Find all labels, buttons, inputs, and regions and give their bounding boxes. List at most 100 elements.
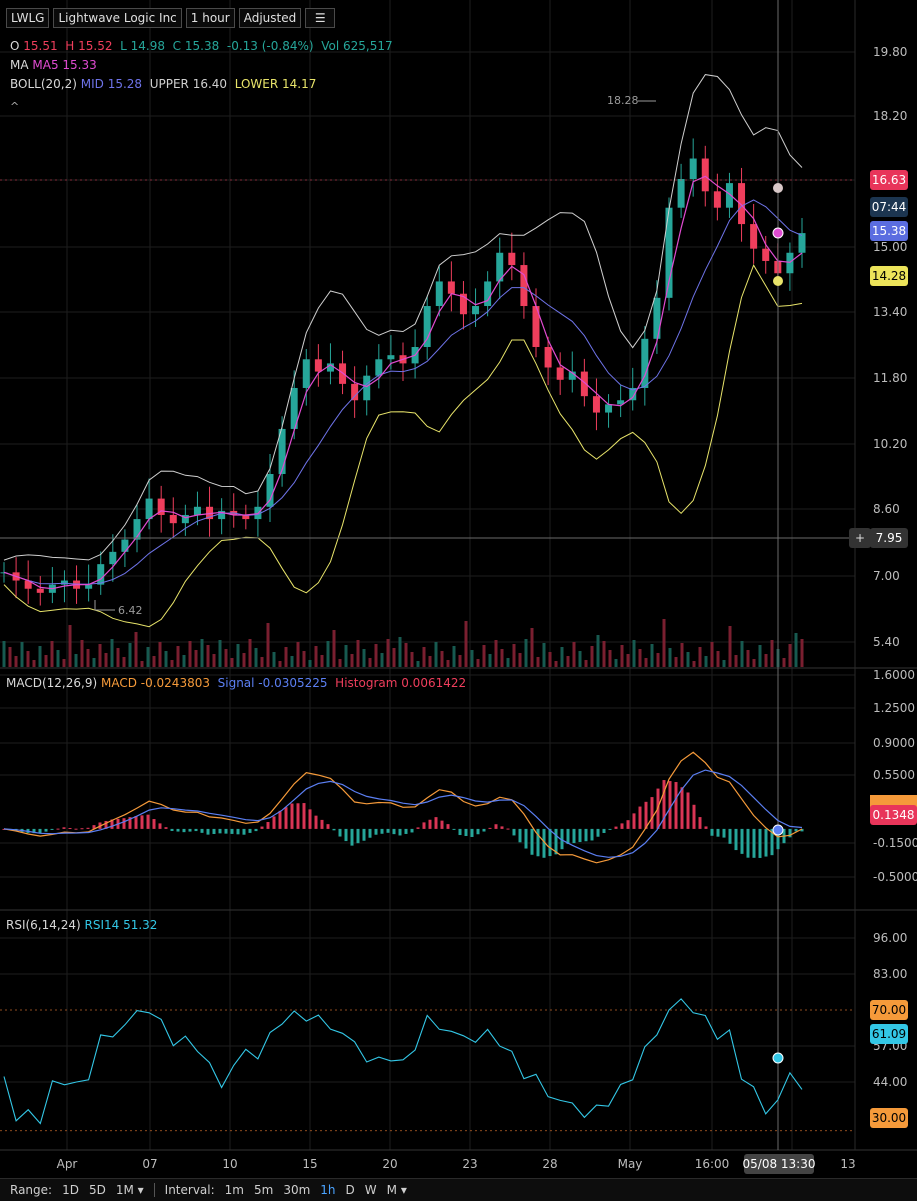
histogram-bar (224, 828, 228, 834)
ma-label: MA (10, 58, 29, 72)
range-1m[interactable]: 1M ▾ (115, 1183, 144, 1197)
macd-value-tag-bg (870, 805, 917, 825)
histogram-bar (392, 828, 396, 835)
candle-body (36, 588, 44, 593)
volume-bar (722, 660, 726, 667)
histogram-bar (662, 780, 666, 829)
range-5d[interactable]: 5D (88, 1183, 106, 1197)
volume-bar (314, 646, 318, 667)
volume-bar (398, 637, 402, 667)
volume-bar (272, 652, 276, 667)
rsi-label: RSI(6,14,24) (6, 918, 81, 932)
volume-bar (392, 648, 396, 667)
volume-bar (602, 641, 606, 667)
interval-m[interactable]: M ▾ (386, 1183, 407, 1197)
histogram-bar (632, 813, 636, 829)
rsi14-value: RSI14 51.32 (84, 918, 158, 932)
volume-bar (656, 653, 660, 667)
candle-body (556, 367, 564, 380)
boll-mid-line (3, 199, 803, 585)
symbol-button[interactable]: LWLG (6, 8, 50, 28)
histogram-bar (554, 828, 558, 855)
interval-5m[interactable]: 5m (253, 1183, 274, 1197)
ma-legend[interactable]: MA MA5 15.33 (10, 58, 97, 72)
histogram-bar (152, 819, 156, 829)
histogram-bar (110, 819, 114, 829)
histogram-bar (326, 824, 330, 829)
macd-value-tag: 0.1348 (873, 808, 915, 822)
volume-bar (110, 639, 114, 667)
volume-bar (200, 639, 204, 667)
volume-bar (446, 660, 450, 667)
histogram-bar (464, 828, 468, 837)
candle-body (85, 584, 93, 589)
volume-bar (242, 653, 246, 667)
cursor-dot-lower (773, 276, 783, 286)
volume-bar (614, 659, 618, 667)
histogram-bar (80, 828, 84, 830)
histogram-bar (644, 801, 648, 829)
interval-1h[interactable]: 1h (320, 1183, 336, 1197)
candle-body (689, 158, 697, 180)
open-label: O (10, 39, 20, 53)
volume-bar (626, 654, 630, 667)
volume-bar (386, 639, 390, 667)
histogram-bar (728, 828, 732, 844)
histogram-bar (506, 828, 510, 830)
adjust-button[interactable]: Adjusted (238, 8, 302, 28)
interval-w[interactable]: W (364, 1183, 377, 1197)
histogram-bar (158, 823, 162, 829)
histogram-bar (320, 819, 324, 829)
histogram-bar (674, 782, 678, 829)
histogram-bar (734, 828, 738, 851)
candle-body (145, 498, 153, 520)
volume-bar (506, 658, 510, 667)
menu-icon[interactable]: ☰ (305, 8, 336, 28)
histogram-bar (140, 815, 144, 829)
candle-body (423, 306, 431, 347)
macd-axis-label: 0.5500 (873, 768, 915, 782)
volume-bar (332, 630, 336, 667)
candle-body (544, 347, 552, 368)
boll-legend[interactable]: BOLL(20,2) MID 15.28 UPPER 16.40 LOWER 1… (10, 77, 316, 91)
volume-bar (686, 652, 690, 667)
histogram-bar (686, 792, 690, 829)
ma5-line (3, 175, 803, 590)
candle-body (218, 510, 226, 520)
interval-button[interactable]: 1 hour (185, 8, 235, 28)
lower-price-tag: 14.28 (872, 269, 906, 283)
range-1d[interactable]: 1D (62, 1183, 79, 1197)
histogram-bar (590, 828, 594, 841)
collapse-caret-icon[interactable]: ^ (10, 100, 20, 113)
time-axis-label: 28 (542, 1157, 557, 1171)
candle-body (786, 252, 794, 274)
candle-body (532, 306, 540, 347)
volume-bar (428, 656, 432, 667)
rsi-upper-tag: 70.00 (872, 1003, 906, 1017)
boll-label: BOLL(20,2) (10, 77, 77, 91)
volume-bar (374, 644, 378, 667)
company-name-button[interactable]: Lightwave Logic Inc (53, 8, 182, 28)
macd-legend[interactable]: MACD(12,26,9) MACD -0.0243803 Signal -0.… (6, 676, 466, 690)
time-axis-label: 23 (462, 1157, 477, 1171)
candle-body (169, 514, 177, 524)
volume-bar (254, 648, 258, 667)
ma5-value: MA5 15.33 (32, 58, 97, 72)
volume-bar (584, 660, 588, 667)
candle-body (701, 158, 709, 192)
volume-bar (494, 640, 498, 667)
volume-bar (8, 647, 12, 667)
interval-d[interactable]: D (345, 1183, 355, 1197)
interval-30m[interactable]: 30m (283, 1183, 311, 1197)
interval-1m[interactable]: 1m (224, 1183, 244, 1197)
rsi-legend[interactable]: RSI(6,14,24) RSI14 51.32 (6, 918, 157, 932)
histogram-bar (650, 797, 654, 829)
histogram-bar (446, 824, 450, 829)
histogram-bar (308, 809, 312, 829)
candle-body (375, 359, 383, 376)
rsi-cursor-dot (772, 1052, 784, 1064)
volume-bar (752, 659, 756, 667)
volume-bar (548, 652, 552, 667)
candle-body (97, 564, 105, 585)
